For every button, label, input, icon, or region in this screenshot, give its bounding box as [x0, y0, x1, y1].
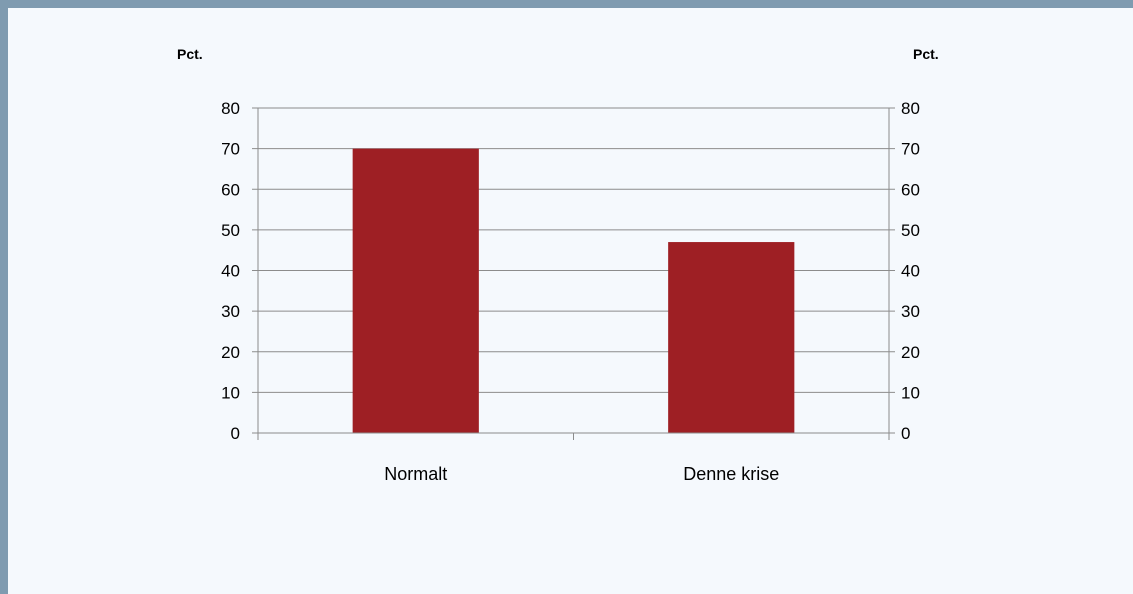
bar — [668, 242, 795, 433]
left-axis-unit: Pct. — [177, 46, 203, 62]
left-tick-label: 40 — [221, 262, 240, 281]
right-tick-label: 20 — [901, 343, 920, 362]
left-tick-label: 80 — [221, 99, 240, 118]
right-tick-label: 0 — [901, 424, 910, 443]
right-tick-label: 10 — [901, 383, 920, 402]
right-tick-label: 40 — [901, 262, 920, 281]
right-axis-unit: Pct. — [913, 46, 939, 62]
left-tick-label: 10 — [221, 383, 240, 402]
right-tick-label: 80 — [901, 99, 920, 118]
left-tick-label: 30 — [221, 302, 240, 321]
right-tick-label: 70 — [901, 140, 920, 159]
bar — [352, 148, 479, 433]
right-tick-label: 60 — [901, 180, 920, 199]
category-label: Denne krise — [683, 464, 779, 484]
category-label: Normalt — [384, 464, 447, 484]
left-tick-label: 50 — [221, 221, 240, 240]
left-tick-label: 20 — [221, 343, 240, 362]
chart-panel — [8, 8, 1133, 594]
title-strip — [0, 0, 1133, 8]
right-tick-label: 30 — [901, 302, 920, 321]
left-tick-label: 0 — [231, 424, 240, 443]
left-tick-label: 60 — [221, 180, 240, 199]
right-tick-label: 50 — [901, 221, 920, 240]
left-tick-label: 70 — [221, 140, 240, 159]
